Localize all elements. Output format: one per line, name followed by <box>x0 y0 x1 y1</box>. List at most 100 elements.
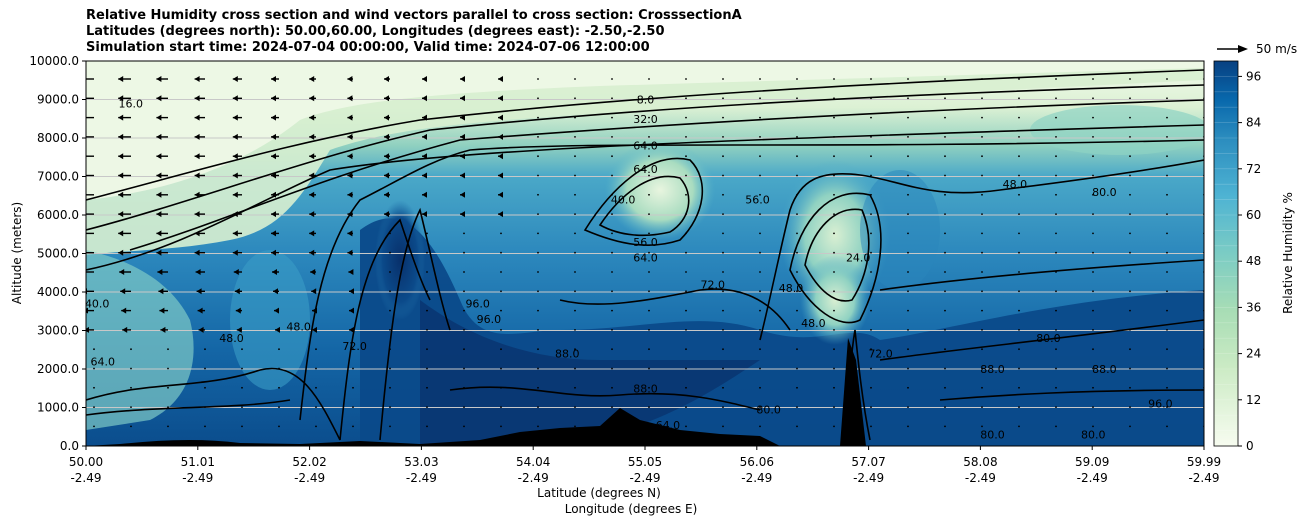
wind-vector-dot <box>1055 348 1057 351</box>
wind-vector-dot <box>944 78 946 80</box>
title-line-2: Latitudes (degrees north): 50.00,60.00, … <box>86 24 665 39</box>
wind-vector-dot <box>759 136 761 138</box>
wind-vector-dot <box>722 251 724 254</box>
wind-vector-head <box>271 191 276 198</box>
wind-vector-dot <box>944 97 946 100</box>
wind-vector-dot <box>1129 174 1131 177</box>
wind-vector-dot <box>500 232 502 235</box>
contour-label: 96.0 <box>477 313 502 326</box>
wind-vector-dot <box>981 406 983 408</box>
wind-vector-dot <box>1055 386 1057 389</box>
wind-vector-head <box>156 249 162 256</box>
wind-vector-dot <box>352 367 354 370</box>
wind-vector-dot <box>574 425 576 428</box>
x-tick-label-lat: 50.00 <box>69 455 103 469</box>
wind-vector-head <box>271 153 276 160</box>
contour-label: 64.0 <box>633 251 658 264</box>
wind-vector-dot <box>759 271 761 273</box>
x-tick-label-lat: 52.02 <box>292 455 326 469</box>
x-tick-label-lon: -2.49 <box>741 471 772 485</box>
x-axis-label-longitude: Longitude (degrees E) <box>565 502 698 516</box>
wind-vector-dot <box>870 193 872 196</box>
wind-vector-head <box>80 95 85 101</box>
wind-vector-dot <box>907 213 909 216</box>
contour-label: 80.0 <box>1092 186 1117 199</box>
contour-lines <box>86 69 1204 441</box>
wind-vector-head <box>271 114 276 121</box>
wind-vector-dot <box>574 367 576 370</box>
contour-label: 88.0 <box>555 348 580 361</box>
wind-vector-dot <box>722 309 724 312</box>
wind-vector-head <box>347 114 353 121</box>
wind-vector-dot <box>1055 309 1057 312</box>
wind-vector-dot <box>1055 367 1057 370</box>
wind-vector-dot <box>1166 386 1168 389</box>
wind-vector-dot <box>648 329 650 331</box>
contour-label: 88.0 <box>1092 363 1117 376</box>
wind-vector-dot <box>1092 251 1094 254</box>
wind-vector-dot <box>722 155 724 158</box>
wind-vector-dot <box>574 97 576 100</box>
wind-vector-dot <box>426 271 428 273</box>
wind-vector-dot <box>759 309 761 312</box>
wind-vector-head <box>311 288 317 295</box>
wind-vector-dot <box>907 386 909 389</box>
wind-vector-dot <box>389 425 391 428</box>
wind-vector-dot <box>1092 174 1094 177</box>
wind-vector-dot <box>1018 78 1020 80</box>
wind-vector-dot <box>759 329 761 331</box>
wind-vectors <box>80 76 1204 428</box>
wind-vector-dot <box>648 251 650 254</box>
wind-vector-dot <box>1055 213 1057 216</box>
wind-vector-head <box>384 211 389 218</box>
wind-vector-dot <box>426 367 428 370</box>
wind-vector-head <box>498 211 503 218</box>
wind-vector-dot <box>463 271 465 273</box>
wind-vector-dot <box>574 251 576 254</box>
wind-vector-dot <box>463 290 465 293</box>
wind-vector-dot <box>1092 386 1094 389</box>
wind-vector-dot <box>93 425 95 428</box>
wind-vector-dot <box>1092 155 1094 158</box>
wind-vector-dot <box>1166 251 1168 254</box>
wind-vector-dot <box>315 367 317 370</box>
wind-vector-dot <box>352 348 354 351</box>
wind-vector-dot <box>611 174 613 177</box>
wind-vector-dot <box>944 193 946 196</box>
wind-vector-dot <box>833 136 835 138</box>
wind-vector-head <box>384 172 389 179</box>
wind-vector-dot <box>204 348 206 351</box>
contour-label: 32.0 <box>633 113 658 126</box>
wind-vector-dot <box>463 251 465 254</box>
wind-vector-head <box>422 76 427 82</box>
wind-vector-dot <box>389 329 391 331</box>
wind-vector-dot <box>870 174 872 177</box>
wind-vector-dot <box>537 271 539 273</box>
wind-vector-dot <box>352 425 354 428</box>
wind-vector-dot <box>1129 271 1131 273</box>
wind-vector-dot <box>907 251 909 254</box>
y-axis-label: Altitude (meters) <box>10 202 24 304</box>
wind-vector-dot <box>611 309 613 312</box>
wind-vector-dot <box>537 348 539 351</box>
wind-vector-dot <box>463 348 465 351</box>
wind-vector-dot <box>537 78 539 80</box>
wind-vector-dot <box>1129 213 1131 216</box>
wind-vector-dot <box>981 97 983 100</box>
y-tick-label: 9000.0 <box>37 93 79 107</box>
wind-vector-dot <box>1055 78 1057 80</box>
wind-vector-dot <box>944 348 946 351</box>
wind-vector-dot <box>241 348 243 351</box>
wind-vector-dot <box>315 425 317 428</box>
wind-vector-dot <box>611 329 613 331</box>
wind-vector-dot <box>611 367 613 370</box>
wind-vector-head <box>232 249 238 256</box>
wind-vector-dot <box>1018 348 1020 351</box>
wind-vector-dot <box>278 367 280 370</box>
y-tick-label: 8000.0 <box>37 131 79 145</box>
wind-vector-head <box>195 269 201 275</box>
wind-vector-dot <box>944 290 946 293</box>
wind-vector-dot <box>167 367 169 370</box>
wind-vector-dot <box>500 425 502 428</box>
